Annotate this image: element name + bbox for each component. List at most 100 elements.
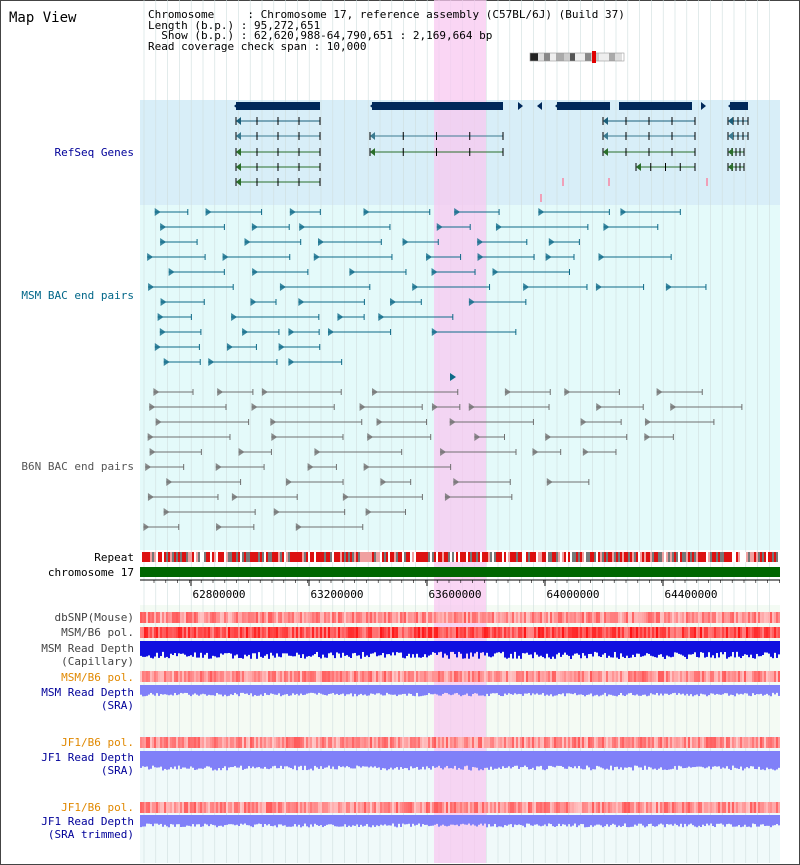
bac-end-marker xyxy=(363,208,370,216)
repeat-cell xyxy=(566,552,568,562)
read-depth-bar xyxy=(178,815,180,825)
read-depth-bar xyxy=(532,641,534,659)
polymorphism-cell xyxy=(586,627,588,638)
track-label-b6n-bac[interactable]: B6N BAC end pairs xyxy=(21,460,134,473)
polymorphism-cell xyxy=(368,671,370,682)
polymorphism-cell xyxy=(248,627,250,638)
polymorphism-cell xyxy=(256,671,258,682)
read-depth-bar xyxy=(620,685,622,694)
polymorphism-cell xyxy=(452,627,454,638)
read-depth-bar xyxy=(504,751,506,769)
polymorphism-cell xyxy=(418,627,420,638)
polymorphism-cell xyxy=(328,627,330,638)
polymorphism-cell xyxy=(148,612,150,623)
repeat-cell xyxy=(496,552,498,562)
polymorphism-cell xyxy=(198,627,200,638)
polymorphism-cell xyxy=(278,627,280,638)
repeat-cell xyxy=(522,552,524,562)
polymorphism-cell xyxy=(392,671,394,682)
track-label-jf1-pol-2[interactable]: JF1/B6 pol. xyxy=(61,801,134,814)
polymorphism-cell xyxy=(570,627,572,638)
polymorphism-cell xyxy=(330,627,332,638)
read-depth-bar xyxy=(438,641,440,653)
polymorphism-cell xyxy=(224,612,226,623)
read-depth-bar xyxy=(360,685,362,694)
polymorphism-cell xyxy=(488,737,490,748)
track-label-dbsnp[interactable]: dbSNP(Mouse) xyxy=(54,611,134,624)
polymorphism-cell xyxy=(734,612,736,623)
polymorphism-cell xyxy=(586,737,588,748)
read-depth-bar xyxy=(408,815,410,824)
read-depth-bar xyxy=(368,815,370,827)
polymorphism-cell xyxy=(352,627,354,638)
polymorphism-cell xyxy=(526,671,528,682)
polymorphism-cell xyxy=(196,737,198,748)
track-label-refseq[interactable]: RefSeq Genes xyxy=(54,146,134,159)
track-label-jf1-pol-1[interactable]: JF1/B6 pol. xyxy=(61,736,134,749)
read-depth-bar xyxy=(562,641,564,655)
polymorphism-cell xyxy=(712,612,714,623)
track-label-repeat[interactable]: Repeat xyxy=(94,551,134,564)
polymorphism-cell xyxy=(514,671,516,682)
track-label-msm-read-depth-capillary[interactable]: MSM Read Depth (Capillary) xyxy=(6,642,134,668)
track-label-jf1-read-depth-sra[interactable]: JF1 Read Depth (SRA) xyxy=(6,751,134,777)
track-label-msm-bac[interactable]: MSM BAC end pairs xyxy=(21,289,134,302)
bac-end-marker xyxy=(160,298,167,306)
polymorphism-cell xyxy=(334,737,336,748)
read-depth-bar xyxy=(352,751,354,769)
polymorphism-cell xyxy=(260,671,262,682)
bac-end-marker xyxy=(431,403,438,411)
polymorphism-cell xyxy=(228,802,230,813)
polymorphism-cell xyxy=(530,612,532,623)
polymorphism-cell xyxy=(410,612,412,623)
repeat-cell xyxy=(270,552,272,562)
polymorphism-cell xyxy=(402,612,404,623)
repeat-cell xyxy=(534,552,536,562)
read-depth-bar xyxy=(596,751,598,766)
repeat-cell xyxy=(582,552,584,562)
bac-end-marker xyxy=(546,478,553,486)
ideogram-band xyxy=(556,53,564,61)
read-depth-bar xyxy=(402,685,404,694)
read-depth-bar xyxy=(298,815,300,825)
read-depth-bar xyxy=(544,685,546,696)
polymorphism-cell xyxy=(674,612,676,623)
read-depth-bar xyxy=(718,685,720,695)
track-label-msm-pol-2[interactable]: MSM/B6 pol. xyxy=(61,671,134,684)
read-depth-bar xyxy=(634,685,636,696)
read-depth-bar xyxy=(644,751,646,766)
read-depth-bar xyxy=(174,685,176,694)
polymorphism-cell xyxy=(274,671,276,682)
read-depth-bar xyxy=(544,641,546,659)
polymorphism-cell xyxy=(338,737,340,748)
repeat-cell xyxy=(700,552,702,562)
track-label-jf1-read-depth-trimmed[interactable]: JF1 Read Depth (SRA trimmed) xyxy=(6,815,134,841)
read-depth-bar xyxy=(574,641,576,654)
polymorphism-cell xyxy=(150,612,152,623)
polymorphism-cell xyxy=(202,671,204,682)
read-depth-bar xyxy=(754,641,756,659)
read-depth-bar xyxy=(580,685,582,695)
polymorphism-cell xyxy=(280,802,282,813)
track-label-msm-pol-1[interactable]: MSM/B6 pol. xyxy=(61,626,134,639)
polymorphism-cell xyxy=(644,737,646,748)
polymorphism-cell xyxy=(408,802,410,813)
polymorphism-cell xyxy=(304,802,306,813)
read-depth-bar xyxy=(276,685,278,695)
track-label-chromosome[interactable]: chromosome 17 xyxy=(47,566,134,579)
bac-end-marker xyxy=(644,418,651,426)
read-depth-bar xyxy=(256,751,258,768)
polymorphism-cell xyxy=(206,627,208,638)
axis-tick-label: 62800000 xyxy=(193,588,246,601)
read-depth-bar xyxy=(568,815,570,825)
read-depth-bar xyxy=(426,751,428,767)
read-depth-bar xyxy=(644,685,646,695)
polymorphism-cell xyxy=(222,737,224,748)
polymorphism-cell xyxy=(298,612,300,623)
read-depth-bar xyxy=(638,685,640,696)
track-label-msm-read-depth-sra[interactable]: MSM Read Depth (SRA) xyxy=(6,686,134,712)
bac-end-marker xyxy=(372,388,379,396)
polymorphism-cell xyxy=(170,671,172,682)
polymorphism-cell xyxy=(724,671,726,682)
